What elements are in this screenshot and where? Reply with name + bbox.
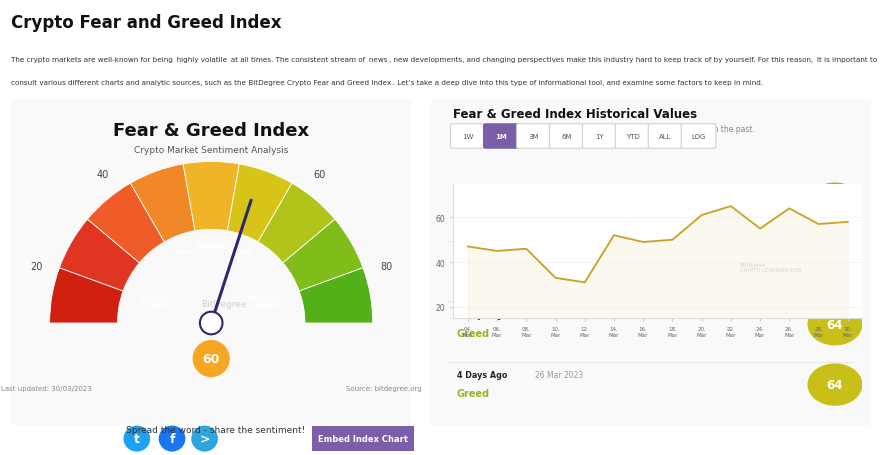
FancyBboxPatch shape <box>549 125 584 149</box>
Text: Neutral: Neutral <box>457 268 498 278</box>
Text: 1Y: 1Y <box>595 134 604 140</box>
Text: 3M: 3M <box>529 134 539 140</box>
Text: ALL: ALL <box>659 134 671 140</box>
Wedge shape <box>227 165 292 243</box>
Text: The crypto markets are well-known for being  highly volatile  at all times. The : The crypto markets are well-known for be… <box>11 57 877 63</box>
FancyBboxPatch shape <box>451 125 485 149</box>
Text: 64: 64 <box>826 378 843 391</box>
Text: Source: bitdegree.org: Source: bitdegree.org <box>346 385 422 391</box>
Text: f: f <box>169 432 175 445</box>
Text: 40: 40 <box>97 170 109 180</box>
FancyBboxPatch shape <box>615 125 650 149</box>
Text: Yesterday: Yesterday <box>457 190 502 198</box>
Wedge shape <box>183 162 239 231</box>
Circle shape <box>808 303 862 346</box>
Text: 59: 59 <box>826 258 843 271</box>
Circle shape <box>191 425 218 452</box>
FancyBboxPatch shape <box>583 125 617 149</box>
Circle shape <box>808 183 862 225</box>
Wedge shape <box>49 268 123 324</box>
Wedge shape <box>87 184 165 263</box>
Text: >: > <box>200 432 209 445</box>
Text: Extreme
Fear: Extreme Fear <box>141 295 174 308</box>
Circle shape <box>123 425 150 452</box>
Text: 28 Mar 2023: 28 Mar 2023 <box>535 250 583 259</box>
Text: 1M: 1M <box>495 134 507 140</box>
Text: Spread the word - share the sentiment!: Spread the word - share the sentiment! <box>126 425 305 435</box>
FancyBboxPatch shape <box>517 125 551 149</box>
Text: 6M: 6M <box>561 134 572 140</box>
Text: LOG: LOG <box>692 134 706 140</box>
Text: 64: 64 <box>826 318 843 331</box>
Circle shape <box>158 425 186 452</box>
Text: 4 Days Ago: 4 Days Ago <box>457 370 507 379</box>
Text: Crypto Fear and Greed Index: Crypto Fear and Greed Index <box>11 14 282 31</box>
Text: Greed: Greed <box>228 248 253 254</box>
Text: 3 Days Ago: 3 Days Ago <box>457 310 507 319</box>
FancyBboxPatch shape <box>6 97 415 429</box>
Wedge shape <box>59 220 139 291</box>
FancyBboxPatch shape <box>307 426 419 452</box>
Text: Fear & Greed Index: Fear & Greed Index <box>114 122 309 140</box>
Text: Greed: Greed <box>457 328 490 338</box>
FancyBboxPatch shape <box>483 125 518 149</box>
Text: Fear & Greed Index Historical Values: Fear & Greed Index Historical Values <box>452 108 697 121</box>
Text: Greed: Greed <box>457 388 490 398</box>
Text: Fear: Fear <box>173 248 191 254</box>
Text: 20: 20 <box>30 262 42 272</box>
Text: Neutral: Neutral <box>457 207 498 217</box>
FancyBboxPatch shape <box>681 125 715 149</box>
Text: Embed Index Chart: Embed Index Chart <box>318 435 408 443</box>
Wedge shape <box>258 184 335 263</box>
Text: 60: 60 <box>202 352 220 365</box>
Text: Neutral: Neutral <box>196 243 226 249</box>
Text: BitDegree: BitDegree <box>202 299 246 308</box>
Circle shape <box>808 243 862 286</box>
Text: 80: 80 <box>380 262 392 272</box>
Text: Extreme
Greed: Extreme Greed <box>248 295 282 308</box>
FancyBboxPatch shape <box>427 97 876 429</box>
Text: Last updated: 30/03/2023: Last updated: 30/03/2023 <box>1 385 92 391</box>
Text: YTD: YTD <box>626 134 640 140</box>
Wedge shape <box>299 268 373 324</box>
Text: 27 Mar 2023: 27 Mar 2023 <box>535 310 583 319</box>
Text: 2 Days Ago: 2 Days Ago <box>457 250 508 259</box>
Text: 26 Mar 2023: 26 Mar 2023 <box>535 370 583 379</box>
Text: 1W: 1W <box>462 134 473 140</box>
Text: 29 Mar 2023: 29 Mar 2023 <box>528 190 576 198</box>
Circle shape <box>808 364 862 406</box>
Text: BitDegree
CRYPTO LEARNING HUB: BitDegree CRYPTO LEARNING HUB <box>739 262 802 273</box>
Wedge shape <box>283 220 363 291</box>
Text: 60: 60 <box>313 170 326 180</box>
FancyBboxPatch shape <box>649 125 683 149</box>
Circle shape <box>193 340 230 377</box>
Wedge shape <box>130 165 195 243</box>
Text: See what emotions were driving the crypto market on select dates in the past.: See what emotions were driving the crypt… <box>452 125 754 133</box>
Text: consult various different charts and analytic sources, such as the BitDegree Cry: consult various different charts and ana… <box>11 80 764 86</box>
Text: 57: 57 <box>826 198 843 211</box>
Text: t: t <box>134 432 140 445</box>
Text: Crypto Market Sentiment Analysis: Crypto Market Sentiment Analysis <box>134 146 289 155</box>
Circle shape <box>200 312 223 334</box>
